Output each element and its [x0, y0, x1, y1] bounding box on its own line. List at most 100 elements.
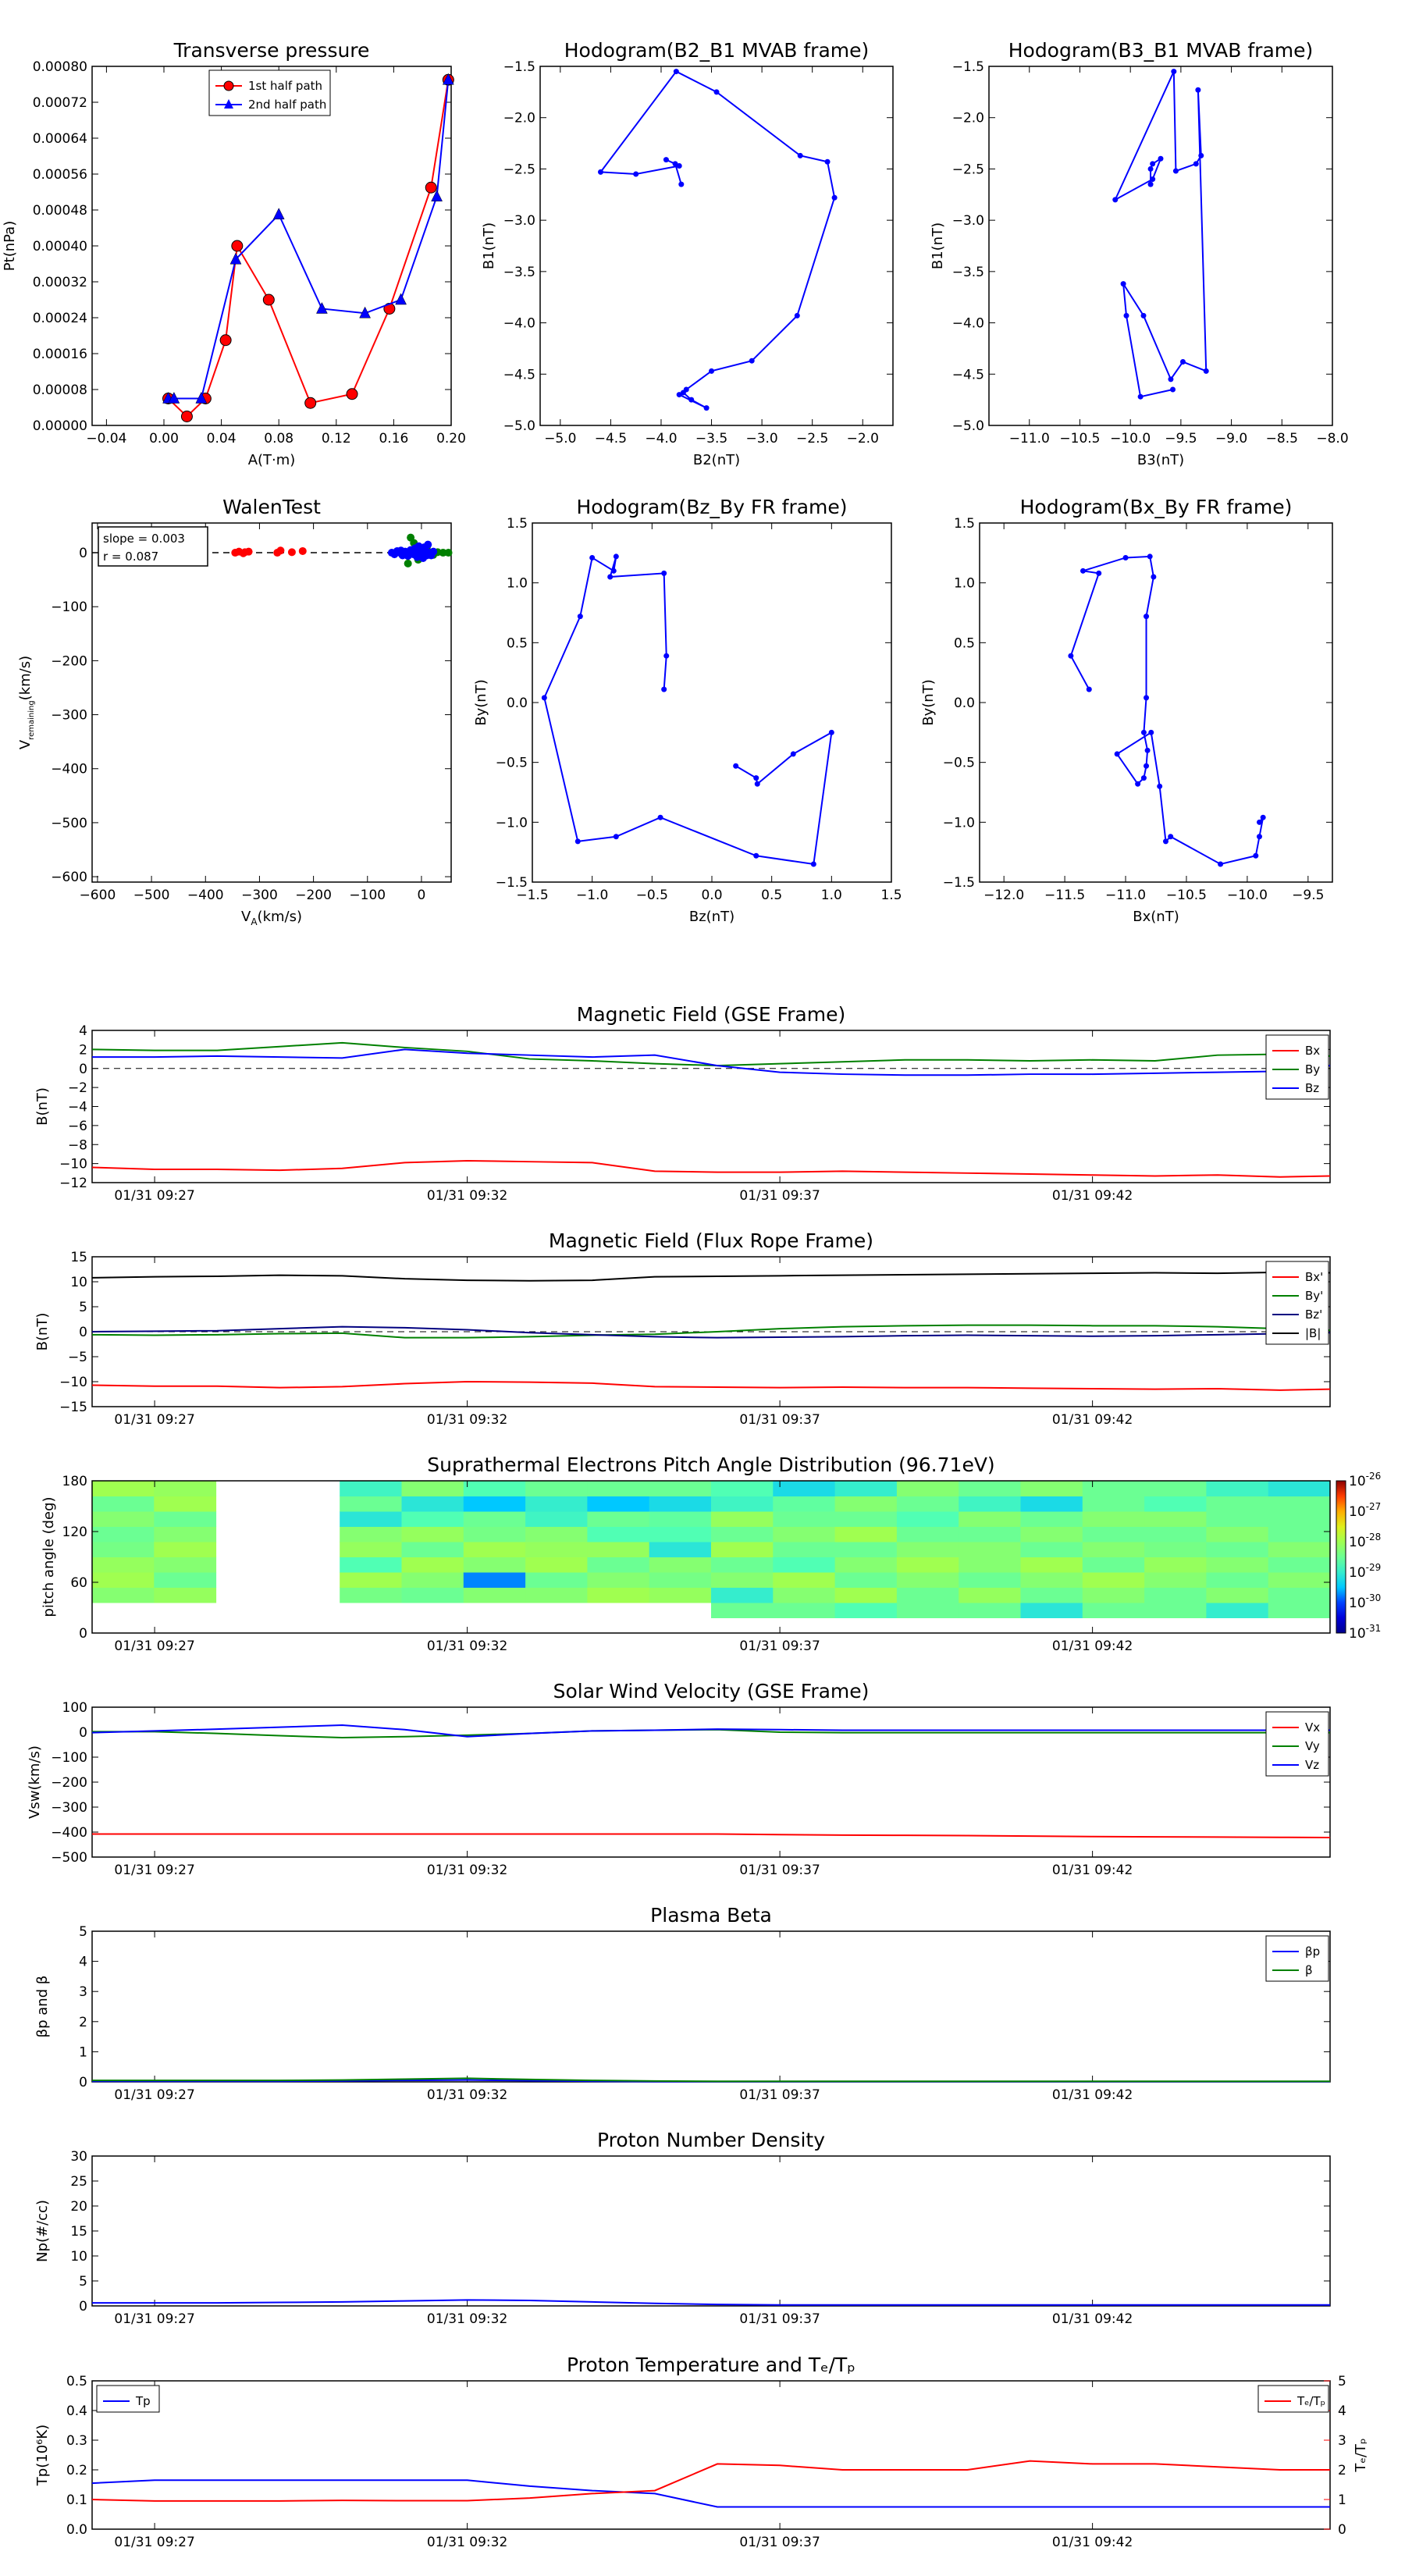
x-tick-label: −1.5 — [516, 888, 548, 903]
y-tick-label: −10 — [59, 1157, 87, 1172]
legend-entry: By — [1305, 1062, 1320, 1076]
data-point — [597, 169, 603, 175]
heatmap-cell — [1082, 1603, 1145, 1618]
data-point — [663, 653, 670, 659]
x-tick-label: 01/31 09:32 — [427, 1863, 507, 1878]
x-tick-label: −100 — [349, 888, 386, 903]
data-point — [1144, 763, 1150, 769]
heatmap-cell — [649, 1496, 712, 1512]
x-tick-label: 01/31 09:27 — [114, 1638, 194, 1654]
y-tick-label: −4 — [68, 1100, 87, 1115]
heatmap-cell — [711, 1481, 774, 1496]
heatmap-cell — [1268, 1526, 1331, 1542]
heatmap-cell — [154, 1496, 217, 1512]
legend-entry: Bz' — [1305, 1308, 1322, 1322]
heatmap-cell — [1206, 1542, 1269, 1557]
y-tick-label: −200 — [51, 1775, 87, 1791]
data-point — [1260, 814, 1266, 820]
heatmap-cell — [896, 1481, 959, 1496]
colorbar-exponent: -29 — [1366, 1562, 1382, 1573]
x-tick-label: 01/31 09:32 — [427, 1188, 507, 1204]
heatmap-cell — [834, 1603, 898, 1618]
heatmap-cell — [773, 1557, 836, 1573]
heatmap-cell — [340, 1496, 402, 1512]
legend-entry: |B| — [1305, 1326, 1321, 1340]
y-tick-label: −1.5 — [943, 875, 975, 891]
chart-title: Magnetic Field (Flux Rope Frame) — [549, 1229, 873, 1252]
heatmap-cell — [340, 1526, 402, 1542]
heatmap-cell — [92, 1587, 155, 1603]
data-point — [1112, 197, 1119, 203]
chart-title: Solar Wind Velocity (GSE Frame) — [553, 1680, 870, 1703]
y-tick-label: 1.0 — [507, 576, 528, 592]
heatmap-cell — [340, 1511, 402, 1527]
x-tick-label: 01/31 09:32 — [427, 1638, 507, 1654]
series-line — [92, 1833, 1331, 1839]
heatmap-cell — [649, 1572, 712, 1588]
x-tick-label: 01/31 09:42 — [1052, 1863, 1133, 1878]
data-point — [195, 391, 208, 404]
y2-axis-label: Tₑ/Tₚ — [1353, 2438, 1369, 2472]
data-point — [429, 547, 438, 556]
heatmap-cell — [1020, 1542, 1083, 1557]
data-point — [1162, 838, 1168, 845]
heatmap-cell — [834, 1542, 898, 1557]
legend-entry: 1st half path — [248, 79, 322, 93]
x-tick-label: 0.16 — [379, 431, 408, 447]
x-tick-label: 01/31 09:32 — [427, 2535, 507, 2550]
data-point — [395, 293, 407, 305]
legend: 1st half path 2nd half path — [208, 69, 331, 116]
colorbar-exponent: -26 — [1366, 1471, 1382, 1482]
data-point — [1148, 729, 1154, 735]
y-tick-label: −1.5 — [952, 59, 984, 75]
heatmap-cell — [1268, 1603, 1331, 1618]
heatmap-cell — [1268, 1496, 1331, 1512]
chart-title: Magnetic Field (GSE Frame) — [577, 1003, 845, 1026]
colorbar-label: 10-31 — [1349, 1623, 1381, 1642]
y-tick-label: −5.0 — [503, 418, 535, 434]
legend-entry: Tₑ/Tₚ — [1297, 2394, 1325, 2408]
heatmap-cell — [834, 1481, 898, 1496]
heatmap-cell — [834, 1557, 898, 1573]
legend: βp β — [1265, 1935, 1329, 1982]
axes-frame — [988, 66, 1333, 426]
data-point — [1147, 553, 1153, 560]
heatmap-cell — [711, 1603, 774, 1618]
x-tick-label: 01/31 09:27 — [114, 2535, 194, 2550]
heatmap-cell — [773, 1572, 836, 1588]
data-point — [703, 405, 710, 411]
y-tick-label: −3.0 — [952, 213, 984, 229]
y-tick-label: −400 — [51, 762, 87, 777]
x-tick-label: −3.5 — [695, 431, 727, 447]
data-point — [1172, 168, 1179, 174]
data-point — [287, 548, 296, 557]
x-tick-label: −10.5 — [1059, 431, 1100, 447]
colorbar-label: 10-27 — [1349, 1501, 1381, 1520]
y-tick-label: 0.1 — [66, 2492, 87, 2508]
y-tick-label: −1.5 — [496, 875, 528, 891]
heatmap-cell — [649, 1511, 712, 1527]
x-tick-label: 01/31 09:37 — [739, 1863, 820, 1878]
data-point — [1140, 312, 1147, 318]
y-tick-label: −4.0 — [952, 316, 984, 332]
heatmap-cell — [959, 1526, 1021, 1542]
heatmap-cell — [1082, 1481, 1145, 1496]
legend-entry: Bx — [1305, 1044, 1320, 1058]
x-tick-label: 0.5 — [761, 888, 782, 903]
heatmap-cell — [463, 1572, 526, 1588]
y-axis-label: pitch angle (deg) — [41, 1496, 57, 1617]
x-tick-label: −0.04 — [86, 431, 126, 447]
y-tick-label: 10 — [70, 2249, 87, 2265]
y-tick-label: 20 — [70, 2199, 87, 2215]
y-tick-label: 0.00032 — [33, 275, 87, 290]
x-tick-label: −9.5 — [1165, 431, 1197, 447]
heatmap-cell — [773, 1542, 836, 1557]
chart-title: Suprathermal Electrons Pitch Angle Distr… — [427, 1453, 994, 1476]
data-point — [359, 306, 372, 318]
x-tick-label: −9.5 — [1292, 888, 1324, 903]
data-point — [244, 547, 253, 556]
x-tick-label: 01/31 09:42 — [1052, 1638, 1133, 1654]
y-tick-label: 0 — [79, 546, 87, 561]
heatmap-cell — [1020, 1572, 1083, 1588]
